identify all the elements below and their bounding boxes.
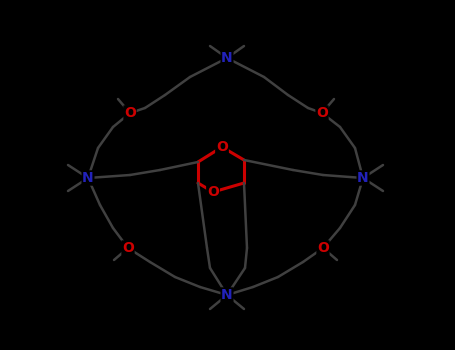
Text: O: O: [124, 106, 136, 120]
Text: O: O: [207, 185, 219, 199]
Text: N: N: [82, 171, 94, 185]
Text: N: N: [221, 51, 233, 65]
Text: O: O: [207, 185, 219, 199]
Text: O: O: [216, 140, 228, 154]
Text: N: N: [221, 288, 233, 302]
Text: O: O: [122, 241, 134, 255]
Text: O: O: [216, 140, 228, 154]
Text: O: O: [317, 241, 329, 255]
Text: O: O: [316, 106, 328, 120]
Text: N: N: [357, 171, 369, 185]
